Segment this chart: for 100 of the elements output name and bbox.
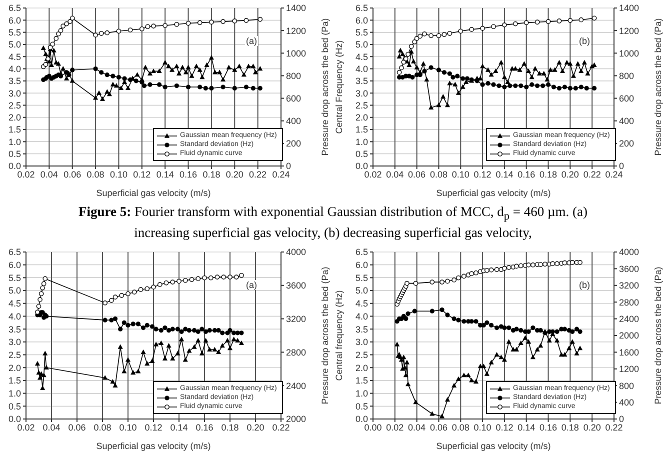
point	[147, 70, 153, 76]
point	[209, 20, 214, 25]
point	[162, 23, 168, 28]
point	[496, 83, 502, 88]
point	[550, 261, 556, 266]
y-tick-label: 6.5	[8, 247, 21, 258]
point	[535, 83, 540, 88]
x-tick-label: 0.22	[249, 169, 267, 180]
point	[138, 287, 144, 292]
point	[118, 85, 124, 90]
point	[502, 266, 507, 271]
point	[68, 19, 72, 24]
point	[98, 30, 104, 36]
point	[221, 274, 226, 280]
point	[150, 324, 155, 329]
y-tick-label: 5.0	[8, 286, 21, 296]
x-axis-title: Superficial gas velocity (m/s)	[96, 188, 211, 198]
y-tick-label: 5.5	[8, 272, 21, 283]
point	[573, 86, 578, 91]
point	[568, 18, 573, 23]
y2-tick-label: 2000	[286, 414, 306, 424]
point	[150, 358, 155, 364]
point	[592, 16, 597, 21]
x-tick-label: 0.06	[408, 169, 426, 180]
y-tick-label: 2.5	[355, 100, 368, 110]
point	[44, 364, 49, 370]
y-tick-label: 3.0	[8, 337, 21, 348]
point	[142, 83, 147, 88]
point	[488, 360, 494, 364]
y2-tick-label: 1000	[619, 48, 640, 58]
point	[175, 326, 180, 332]
point	[491, 82, 496, 87]
y2-tick-label: 0	[619, 161, 624, 172]
point	[466, 372, 471, 378]
point	[502, 325, 507, 330]
y-tick-label: 3.0	[355, 337, 368, 348]
y2-tick-label: 0	[286, 161, 292, 172]
point	[512, 21, 518, 26]
y-axis-title: Central frequency (Hz)	[334, 290, 344, 381]
annotation: (b)	[578, 36, 591, 46]
point	[154, 342, 159, 346]
point	[144, 361, 150, 366]
point	[592, 86, 597, 91]
y-tick-label: 0.5	[8, 401, 21, 412]
point	[203, 329, 208, 334]
point	[196, 338, 201, 342]
point	[406, 382, 411, 386]
point	[258, 16, 263, 22]
x-tick-label: 0.12	[474, 169, 492, 180]
y-tick-label: 2.0	[355, 362, 368, 373]
x-tick-label: 0.10	[110, 169, 128, 180]
point	[460, 76, 466, 81]
point	[422, 32, 427, 36]
x-tick-label: 0.14	[496, 169, 514, 180]
point	[447, 71, 452, 76]
x-tick-label: 0.18	[540, 169, 558, 180]
point	[176, 278, 182, 284]
point	[104, 30, 110, 36]
point	[175, 350, 180, 356]
point	[239, 330, 244, 336]
point	[562, 84, 568, 90]
point	[244, 18, 249, 23]
x-tick-label: 0.12	[133, 169, 151, 180]
x-tick-label: 0.06	[64, 169, 82, 180]
point	[116, 74, 122, 80]
point	[228, 328, 232, 333]
point	[235, 338, 240, 342]
point	[578, 17, 584, 22]
x-tick-label: 0.10	[452, 169, 470, 180]
point	[116, 28, 122, 34]
point	[144, 286, 150, 292]
point	[508, 83, 512, 88]
point	[480, 64, 486, 68]
point	[498, 354, 504, 360]
point	[574, 350, 580, 356]
point	[106, 92, 112, 96]
point	[241, 72, 246, 77]
x-tick-label: 0.06	[68, 422, 86, 432]
point	[179, 329, 184, 334]
point	[498, 60, 504, 65]
point	[224, 338, 230, 342]
point	[217, 70, 222, 74]
point	[556, 60, 562, 65]
point	[114, 83, 119, 88]
point	[194, 64, 199, 68]
y-tick-label: 1.0	[8, 388, 21, 399]
y-tick-label: 0.5	[355, 149, 368, 160]
point	[202, 275, 207, 280]
point	[418, 34, 423, 39]
y-tick-label: 1.0	[355, 136, 368, 147]
x-tick-label: 0.10	[119, 422, 137, 432]
point	[540, 83, 546, 88]
point	[412, 308, 417, 314]
y-tick-label: 4.0	[355, 64, 368, 74]
point	[128, 77, 133, 82]
point	[502, 22, 507, 28]
point	[162, 325, 168, 330]
point	[118, 326, 123, 332]
point	[157, 282, 162, 287]
point	[220, 76, 226, 82]
